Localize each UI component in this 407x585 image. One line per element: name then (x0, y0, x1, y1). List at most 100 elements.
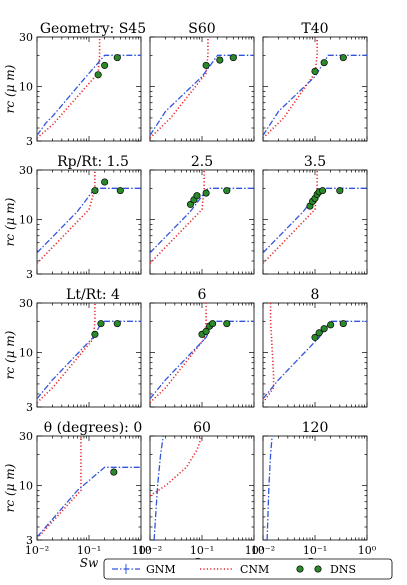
panel-title: Rp/Rt: 1.5 (57, 154, 129, 170)
cnm-series-line (150, 170, 205, 264)
dns-point (311, 67, 319, 75)
x-tick-label: 10⁰ (245, 544, 264, 557)
plot-area (263, 37, 367, 139)
axes-frame (149, 169, 255, 275)
plot-area (150, 170, 254, 264)
gnm-series-line (150, 54, 254, 136)
panel-1-2: 3.5 (262, 154, 368, 275)
y-tick-label: 30 (19, 297, 33, 310)
x-tick-label: 10⁻¹ (77, 544, 101, 557)
cnm-series-line (37, 436, 82, 540)
legend: GNM CNM DNS (103, 558, 393, 580)
y-tick-label: 30 (19, 430, 33, 443)
dns-point (320, 325, 328, 333)
plot-area (37, 436, 141, 540)
panel-2-2: 8 (262, 287, 368, 408)
panel-title: 3.5 (304, 154, 326, 170)
dns-point (113, 320, 121, 328)
dns-point (327, 321, 335, 329)
y-axis-label: rc (μ m) (3, 330, 17, 379)
panel-title: 60 (193, 420, 211, 436)
panel-title: 8 (311, 287, 320, 303)
dns-point (315, 329, 323, 337)
cnm-series-line (263, 170, 318, 264)
cnm-series-line (150, 303, 207, 404)
panel-0-2: T40 (262, 21, 368, 142)
dns-point (193, 192, 201, 200)
dns-point (216, 56, 224, 64)
plot-area (37, 37, 141, 139)
plot-area (266, 436, 273, 540)
dns-point (94, 71, 102, 79)
x-tick-label: 10⁻² (251, 544, 275, 557)
gnm-series-line (263, 320, 367, 400)
panel-title: 6 (198, 287, 207, 303)
plot-area (150, 303, 254, 404)
y-tick-label: 30 (19, 31, 33, 44)
axes-frame (36, 435, 142, 541)
panel-title: Lt/Rt: 4 (66, 287, 120, 303)
panel-title: S60 (188, 21, 215, 37)
axes-frame (149, 302, 255, 408)
axes-frame (149, 435, 255, 541)
dns-point (209, 320, 217, 328)
plot-area (150, 37, 254, 139)
cnm-series-line (37, 303, 96, 404)
cnm-series-line (150, 436, 203, 497)
y-axis-label: rc (μ m) (3, 463, 17, 512)
panel-1-0: Rp/Rt: 1.5 3 10 30 rc (μ m) (3, 154, 142, 281)
dns-point (116, 187, 124, 195)
dns-point (202, 327, 210, 335)
dns-point (336, 187, 344, 195)
axes-frame (262, 36, 368, 142)
plot-area (37, 303, 141, 404)
panel-title: 2.5 (191, 154, 213, 170)
x-tick-label: 10⁰ (132, 544, 151, 557)
x-axis-label: Sw (80, 556, 99, 570)
y-tick-label: 3 (26, 534, 33, 547)
x-tick-label: 10⁻² (25, 544, 49, 557)
y-tick-label: 10 (19, 480, 33, 493)
gnm-series-line (266, 436, 273, 540)
axes-frame (36, 302, 142, 408)
dns-point (202, 189, 210, 197)
axes-frame (262, 169, 368, 275)
y-tick-label: 10 (19, 81, 33, 94)
x-tick-label: 10⁰ (358, 544, 377, 557)
dns-point (202, 61, 210, 69)
panel-title: T40 (301, 21, 328, 37)
panel-0-0: Geometry: S45 3 10 30 rc (μ m) (3, 21, 146, 148)
y-axis-label: rc (μ m) (3, 64, 17, 113)
panel-3-0: θ (degrees): 0 3 10 30 rc (μ m) 10⁻² 10⁻¹ 10⁰ Sw (3, 420, 151, 570)
legend-box (103, 558, 393, 580)
dns-point (97, 320, 105, 328)
legend-dns-marker (314, 565, 322, 573)
panel-title: Geometry: S45 (40, 21, 146, 37)
panel-1-1: 2.5 (149, 154, 255, 275)
axes-frame (149, 36, 255, 142)
y-tick-label: 30 (19, 164, 33, 177)
y-tick-label: 3 (26, 268, 33, 281)
dns-point (339, 320, 347, 328)
x-tick-label: 10⁻¹ (190, 544, 214, 557)
dns-point (319, 187, 327, 195)
dns-point (110, 468, 118, 476)
gnm-series-line (37, 54, 141, 136)
dns-point (229, 54, 237, 62)
plot-area (150, 436, 203, 540)
panel-0-1: S60 (149, 21, 255, 142)
dns-point (223, 320, 231, 328)
panel-title: 120 (302, 420, 329, 436)
panel-2-0: Lt/Rt: 4 3 10 30 rc (μ m) (3, 287, 142, 414)
cnm-series-line (37, 170, 96, 264)
dns-point (101, 61, 109, 69)
plot-area (263, 303, 367, 404)
dns-point (320, 59, 328, 67)
plot-area (37, 170, 141, 264)
axes-frame (36, 36, 142, 142)
gnm-series-line (37, 187, 141, 254)
x-tick-label: 10⁻¹ (303, 544, 327, 557)
gnm-series-line (150, 320, 254, 400)
